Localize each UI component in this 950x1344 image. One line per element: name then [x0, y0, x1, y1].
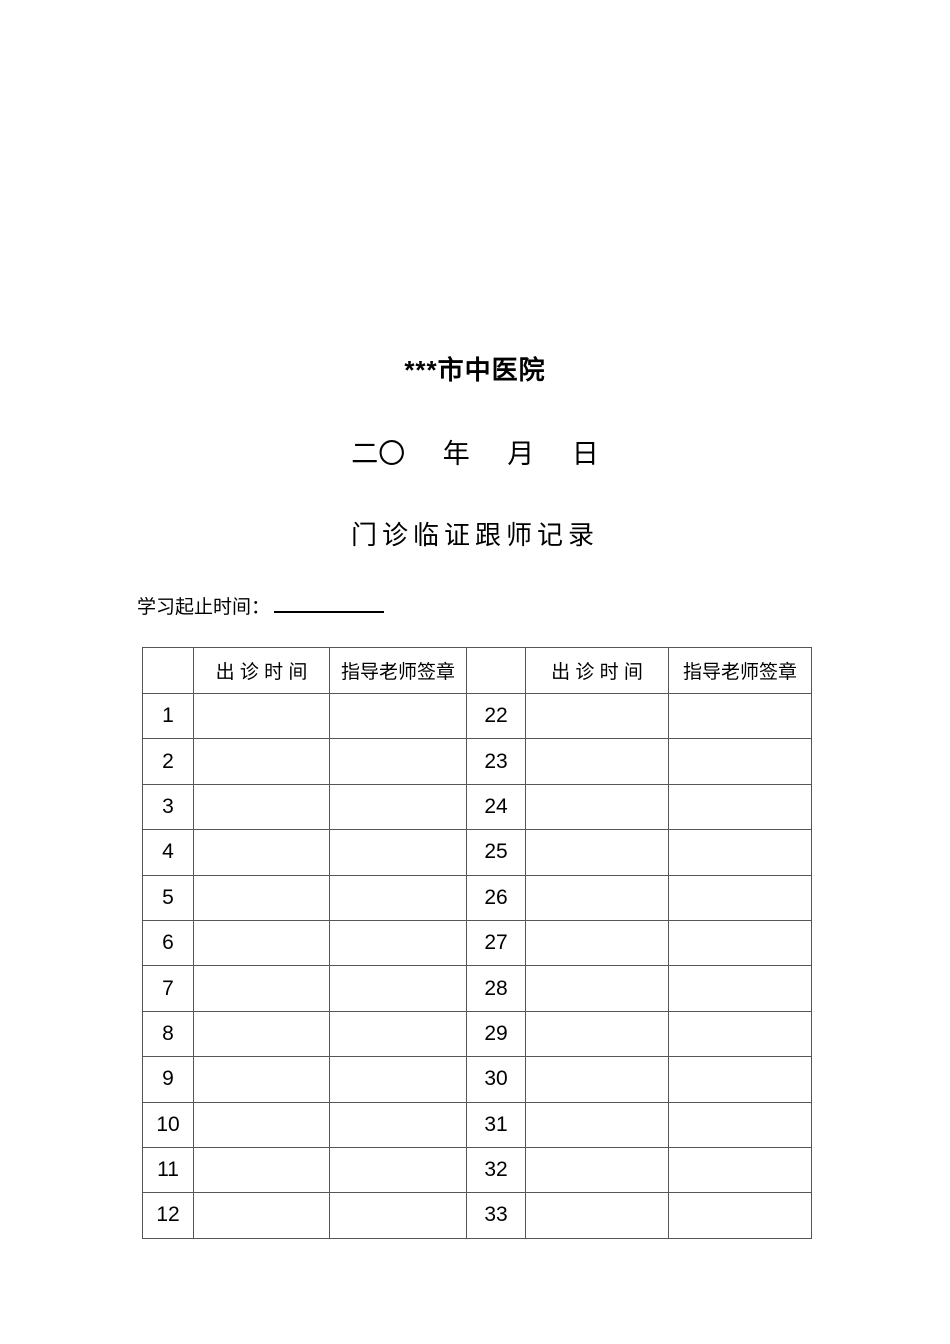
visit-time-cell-left — [193, 738, 330, 785]
teacher-sign-cell-left — [329, 829, 467, 876]
row-number-right: 30 — [466, 1056, 526, 1103]
teacher-sign-cell-right — [668, 738, 812, 785]
record-title: 门诊临证跟师记录 — [350, 520, 599, 550]
study-period-line: 学习起止时间： — [137, 593, 385, 620]
row-number-left: 11 — [142, 1146, 194, 1194]
teacher-sign-cell-right — [668, 1010, 812, 1058]
teacher-sign-cell-left — [329, 1056, 467, 1103]
teacher-sign-cell-right — [668, 1146, 812, 1194]
table-row: 6 27 — [142, 919, 812, 967]
visit-time-cell-left — [193, 874, 330, 921]
visit-time-cell-left — [193, 919, 330, 967]
visit-time-cell-left — [193, 1192, 330, 1239]
visit-time-cell-left — [193, 783, 330, 831]
table-row: 3 24 — [142, 783, 812, 831]
table-row: 1 22 — [142, 692, 812, 740]
header-visit-time-left: 出 诊 时 间 — [193, 647, 330, 694]
row-number-right: 24 — [466, 783, 526, 831]
row-number-left: 1 — [142, 692, 194, 740]
visit-time-cell-left — [193, 965, 330, 1012]
teacher-sign-cell-left — [329, 874, 467, 921]
row-number-left: 8 — [142, 1010, 194, 1058]
teacher-sign-cell-right — [668, 1056, 812, 1103]
row-number-right: 32 — [466, 1146, 526, 1194]
visit-time-cell-left — [193, 692, 330, 740]
teacher-sign-cell-left — [329, 1192, 467, 1239]
teacher-sign-cell-left — [329, 692, 467, 740]
visit-time-cell-right — [525, 738, 669, 785]
visit-time-cell-right — [525, 965, 669, 1012]
row-number-right: 31 — [466, 1101, 526, 1148]
teacher-sign-cell-right — [668, 829, 812, 876]
row-number-right: 22 — [466, 692, 526, 740]
hospital-title: ***市中医院 — [404, 355, 546, 385]
visit-time-cell-left — [193, 1146, 330, 1194]
row-number-right: 26 — [466, 874, 526, 921]
teacher-sign-cell-right — [668, 874, 812, 921]
row-number-left: 3 — [142, 783, 194, 831]
teacher-sign-cell-right — [668, 919, 812, 967]
row-number-right: 23 — [466, 738, 526, 785]
record-table: 出 诊 时 间 指导老师签章 出 诊 时 间 指导老师签章 1 22 2 23 — [142, 647, 812, 1239]
visit-time-cell-right — [525, 829, 669, 876]
teacher-sign-cell-left — [329, 1101, 467, 1148]
study-period-blank — [274, 593, 385, 613]
teacher-sign-cell-left — [329, 783, 467, 831]
row-number-left: 7 — [142, 965, 194, 1012]
table-row: 4 25 — [142, 829, 812, 876]
table-row: 2 23 — [142, 738, 812, 785]
visit-time-cell-left — [193, 1101, 330, 1148]
teacher-sign-cell-left — [329, 919, 467, 967]
teacher-sign-cell-right — [668, 1192, 812, 1239]
table-row: 12 33 — [142, 1192, 812, 1239]
visit-time-cell-left — [193, 829, 330, 876]
teacher-sign-cell-right — [668, 965, 812, 1012]
visit-time-cell-right — [525, 919, 669, 967]
visit-time-cell-right — [525, 692, 669, 740]
visit-time-cell-right — [525, 1101, 669, 1148]
teacher-sign-cell-left — [329, 965, 467, 1012]
row-number-right: 28 — [466, 965, 526, 1012]
row-number-left: 6 — [142, 919, 194, 967]
row-number-right: 29 — [466, 1010, 526, 1058]
table-row: 8 29 — [142, 1010, 812, 1058]
teacher-sign-cell-left — [329, 1010, 467, 1058]
row-number-left: 5 — [142, 874, 194, 921]
row-number-left: 4 — [142, 829, 194, 876]
header-teacher-signature-left: 指导老师签章 — [329, 647, 467, 694]
visit-time-cell-right — [525, 1192, 669, 1239]
row-number-right: 27 — [466, 919, 526, 967]
header-visit-time-right: 出 诊 时 间 — [525, 647, 669, 694]
study-period-label: 学习起止时间： — [137, 597, 271, 618]
visit-time-cell-right — [525, 1010, 669, 1058]
visit-time-cell-left — [193, 1056, 330, 1103]
row-number-left: 12 — [142, 1192, 194, 1239]
teacher-sign-cell-right — [668, 1101, 812, 1148]
visit-time-cell-right — [525, 1146, 669, 1194]
header-index-right — [466, 647, 526, 694]
header-index-left — [142, 647, 194, 694]
visit-time-cell-left — [193, 1010, 330, 1058]
table-header-row: 出 诊 时 间 指导老师签章 出 诊 时 间 指导老师签章 — [142, 647, 812, 694]
row-number-left: 9 — [142, 1056, 194, 1103]
table-row: 7 28 — [142, 965, 812, 1012]
table-row: 5 26 — [142, 874, 812, 921]
row-number-left: 2 — [142, 738, 194, 785]
row-number-right: 33 — [466, 1192, 526, 1239]
table-row: 9 30 — [142, 1056, 812, 1103]
row-number-right: 25 — [466, 829, 526, 876]
visit-time-cell-right — [525, 783, 669, 831]
visit-time-cell-right — [525, 874, 669, 921]
row-number-left: 10 — [142, 1101, 194, 1148]
teacher-sign-cell-left — [329, 738, 467, 785]
teacher-sign-cell-left — [329, 1146, 467, 1194]
visit-time-cell-right — [525, 1056, 669, 1103]
teacher-sign-cell-right — [668, 783, 812, 831]
teacher-sign-cell-right — [668, 692, 812, 740]
table-row: 10 31 — [142, 1101, 812, 1148]
table-row: 11 32 — [142, 1146, 812, 1194]
header-teacher-signature-right: 指导老师签章 — [668, 647, 812, 694]
date-line: 二〇 年 月 日 — [351, 439, 599, 469]
